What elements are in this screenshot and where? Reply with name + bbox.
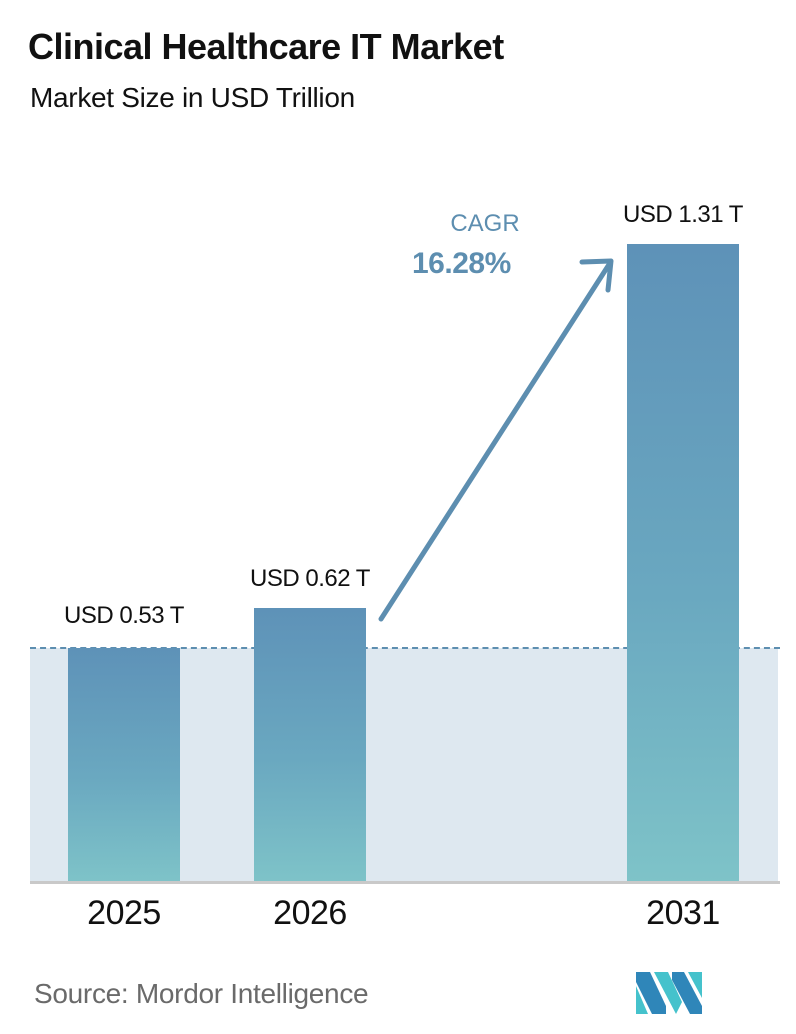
x-tick-2026: 2026	[273, 894, 347, 932]
x-tick-2031: 2031	[646, 894, 720, 932]
source-text: Source: Mordor Intelligence	[34, 978, 369, 1009]
bar-value-label-2031: USD 1.31 T	[623, 201, 743, 228]
bar-value-label-2026: USD 0.62 T	[250, 565, 370, 592]
cagr-label: CAGR	[450, 210, 520, 237]
reference-dashed-line	[30, 647, 780, 649]
bar-2031	[627, 244, 739, 882]
bar-2025	[68, 648, 180, 882]
x-axis-line	[30, 881, 780, 884]
x-tick-2025: 2025	[87, 894, 161, 932]
bar-2026	[254, 608, 366, 882]
chart-subtitle: Market Size in USD Trillion	[30, 82, 355, 113]
chart-title: Clinical Healthcare IT Market	[28, 26, 504, 67]
mordor-intelligence-logo-icon	[636, 972, 702, 1014]
cagr-value: 16.28%	[412, 247, 511, 280]
bar-value-label-2025: USD 0.53 T	[64, 602, 184, 629]
